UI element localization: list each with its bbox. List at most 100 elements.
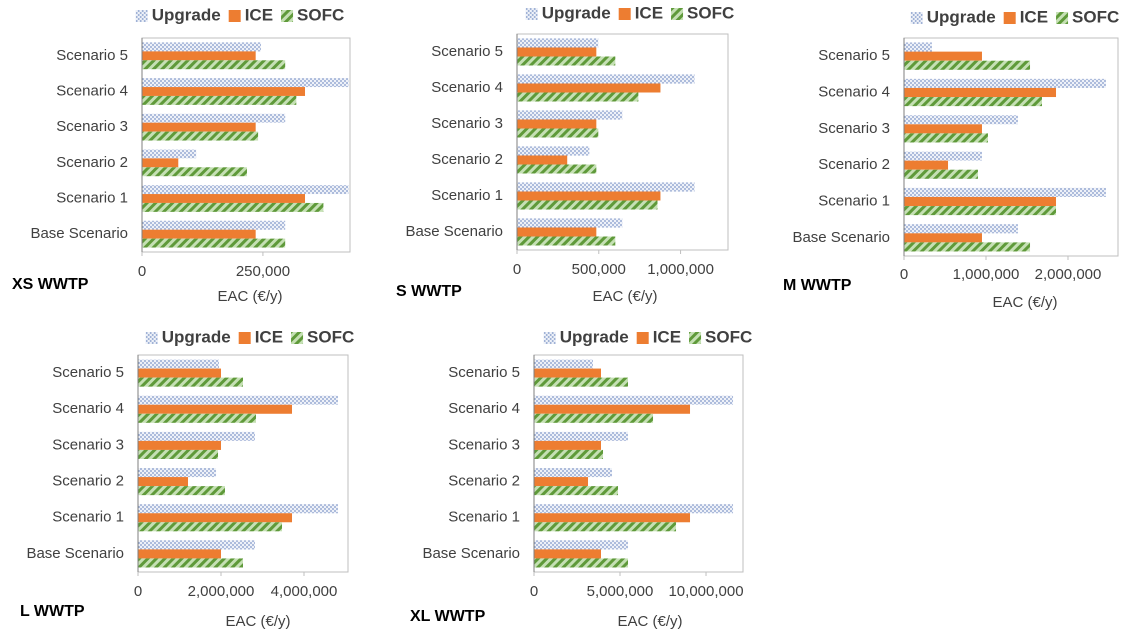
category-label: Scenario 5 bbox=[56, 47, 128, 64]
x-tick-label: 0 bbox=[530, 583, 538, 600]
bar bbox=[534, 431, 629, 441]
x-tick-label: 1,000,000 bbox=[953, 266, 1020, 283]
bar bbox=[517, 191, 661, 201]
bar bbox=[138, 558, 243, 568]
legend-label: Upgrade bbox=[162, 327, 231, 346]
category-label: Scenario 4 bbox=[448, 400, 520, 417]
bar bbox=[904, 97, 1042, 107]
bar bbox=[517, 38, 599, 48]
x-axis-label: EAC (€/y) bbox=[217, 288, 282, 305]
category-label: Base Scenario bbox=[422, 545, 520, 562]
bar bbox=[517, 164, 597, 174]
bar bbox=[904, 233, 982, 243]
bar bbox=[138, 404, 293, 414]
chart-title: S WWTP bbox=[396, 283, 462, 300]
bar bbox=[142, 42, 261, 52]
category-label: Scenario 5 bbox=[448, 364, 520, 381]
legend-marker bbox=[1003, 12, 1016, 24]
legend: Upgrade ICE SOFC bbox=[145, 327, 354, 346]
category-label: Scenario 1 bbox=[448, 509, 520, 526]
bar bbox=[142, 220, 286, 230]
x-axis-label: EAC (€/y) bbox=[992, 294, 1057, 311]
chart-title: M WWTP bbox=[783, 277, 852, 294]
legend-label: Upgrade bbox=[927, 7, 996, 26]
legend-label: Upgrade bbox=[560, 327, 629, 346]
bar bbox=[534, 513, 691, 523]
legend-marker bbox=[671, 8, 684, 20]
bar bbox=[517, 218, 623, 228]
plot-frame bbox=[137, 354, 349, 573]
category-label: Scenario 4 bbox=[818, 83, 890, 100]
bar bbox=[142, 202, 324, 212]
bar bbox=[534, 549, 602, 559]
bar bbox=[904, 124, 982, 134]
legend-label: SOFC bbox=[307, 327, 354, 346]
category-label: Base Scenario bbox=[30, 225, 128, 242]
x-tick-label: 0 bbox=[513, 261, 521, 278]
bar bbox=[517, 227, 597, 237]
legend-label: ICE bbox=[1020, 7, 1048, 26]
bar bbox=[534, 540, 629, 550]
bar bbox=[904, 60, 1031, 70]
bar bbox=[138, 395, 338, 405]
bar bbox=[138, 504, 338, 514]
bar bbox=[142, 238, 286, 248]
bar bbox=[138, 540, 255, 550]
bar bbox=[138, 549, 222, 559]
category-label: Scenario 1 bbox=[431, 187, 503, 204]
bar bbox=[534, 404, 691, 414]
category-label: Scenario 2 bbox=[52, 473, 124, 490]
x-tick-label: 2,000,000 bbox=[188, 583, 255, 600]
category-label: Scenario 2 bbox=[448, 473, 520, 490]
category-label: Scenario 4 bbox=[52, 400, 124, 417]
x-tick-label: 4,000,000 bbox=[271, 583, 338, 600]
bar bbox=[904, 169, 978, 179]
legend-label: Upgrade bbox=[152, 5, 221, 24]
legend-marker bbox=[228, 10, 241, 22]
bar bbox=[534, 558, 629, 568]
bar bbox=[142, 78, 349, 88]
bar bbox=[534, 522, 677, 532]
bar bbox=[904, 78, 1106, 88]
legend-marker bbox=[281, 10, 294, 22]
bar bbox=[904, 187, 1106, 197]
bar bbox=[534, 468, 613, 478]
bar bbox=[138, 413, 256, 423]
category-label: Base Scenario bbox=[792, 229, 890, 246]
bar bbox=[904, 196, 1057, 207]
bar bbox=[517, 92, 639, 102]
plot-frame bbox=[516, 33, 729, 251]
bar bbox=[142, 51, 256, 61]
bar bbox=[534, 477, 589, 487]
legend-marker bbox=[135, 10, 148, 22]
bar bbox=[904, 151, 982, 161]
category-label: Scenario 5 bbox=[818, 47, 890, 64]
bar bbox=[138, 368, 222, 378]
legend-marker bbox=[1056, 12, 1069, 24]
bar bbox=[142, 194, 306, 203]
legend: Upgrade ICE SOFC bbox=[525, 3, 734, 22]
bar bbox=[138, 449, 219, 459]
legend-marker bbox=[618, 8, 631, 20]
bar bbox=[534, 368, 602, 378]
category-label: Scenario 1 bbox=[52, 509, 124, 526]
x-axis-label: EAC (€/y) bbox=[617, 613, 682, 630]
bar bbox=[138, 486, 225, 496]
category-label: Scenario 3 bbox=[448, 436, 520, 453]
chart-title: L WWTP bbox=[20, 603, 85, 620]
bar bbox=[138, 513, 293, 523]
bar bbox=[138, 440, 222, 450]
bar bbox=[142, 229, 256, 239]
category-label: Scenario 2 bbox=[431, 151, 503, 168]
bar bbox=[904, 42, 932, 52]
bar bbox=[904, 87, 1057, 98]
category-label: Scenario 2 bbox=[56, 154, 128, 171]
x-axis-label: EAC (€/y) bbox=[592, 288, 657, 305]
chart-title: XL WWTP bbox=[410, 608, 486, 625]
bar bbox=[904, 160, 949, 170]
category-label: Scenario 1 bbox=[56, 189, 128, 206]
category-label: Scenario 3 bbox=[52, 436, 124, 453]
bar bbox=[138, 522, 283, 532]
plot-frame bbox=[141, 37, 351, 253]
